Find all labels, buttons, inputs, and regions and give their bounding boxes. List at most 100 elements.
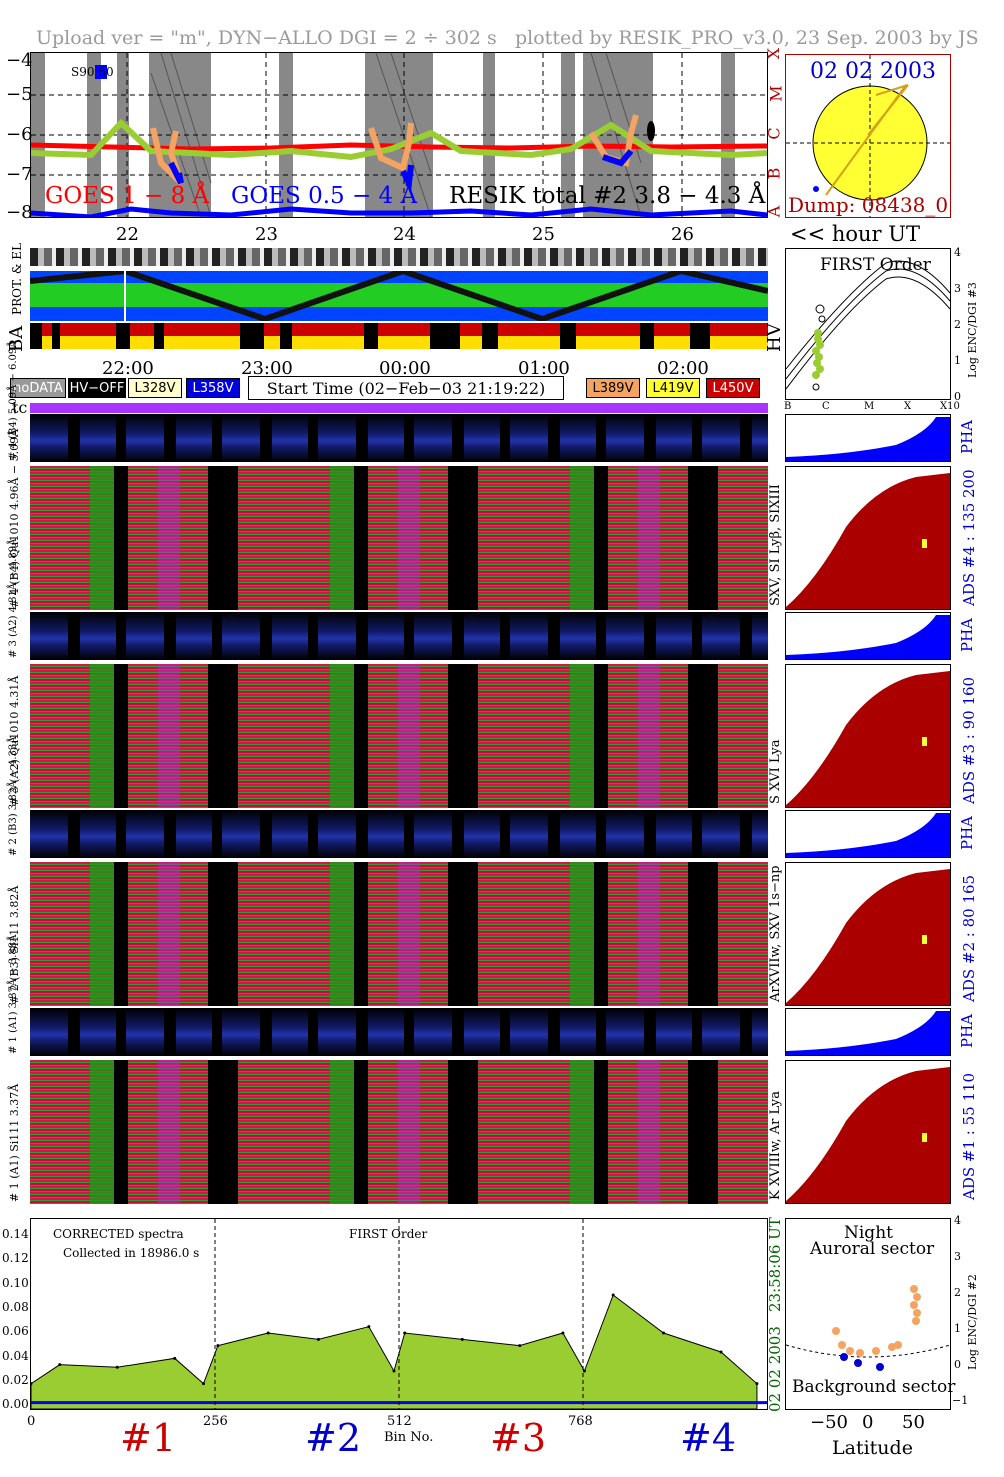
spectrum-det-4: #4 — [680, 1416, 737, 1460]
latitude-title-1: Night — [844, 1223, 893, 1243]
spectrum-point-2 — [115, 1365, 119, 1369]
det-map-green-2 — [30, 862, 768, 1006]
pha-gaps-2 — [30, 810, 768, 858]
pha-gaps-1 — [30, 612, 768, 660]
lines-label-2: ArXVIIw, SXV 1s−np — [768, 865, 783, 1002]
legend-l328: L328V — [128, 378, 182, 398]
hour-tick-4: 26 — [671, 224, 694, 245]
hv-strip — [30, 323, 768, 349]
spectrum-xtick-512: 512 — [387, 1414, 412, 1429]
sun-date: 02 02 2003 — [810, 59, 936, 84]
spectrum-xtick-0: 0 — [27, 1414, 36, 1429]
spectrum-point-5 — [216, 1344, 220, 1348]
first-order-xtick-b: B — [784, 401, 792, 412]
spectrum-date-label: 02 02 2003 — [766, 1326, 784, 1412]
spectrum-plot: CORRECTED spectra Collected in 18986.0 s… — [30, 1218, 768, 1410]
spectrum-ytick-1: 0.12 — [2, 1251, 29, 1266]
prot-label: PROT. & EL — [10, 242, 24, 315]
pha-side-1 — [785, 612, 951, 660]
spectrum-ytick-5: 0.04 — [2, 1348, 29, 1363]
spectrum-ytick-6: 0.02 — [2, 1372, 29, 1387]
pha-text-0: PHA — [958, 419, 976, 454]
spectrum-point-18 — [755, 1382, 759, 1386]
goes-ytick-4: −8 — [6, 202, 33, 223]
time-tick-2: 00:00 — [379, 358, 431, 379]
goes-ytick-2: −6 — [6, 124, 33, 145]
spectrum-point-9 — [392, 1369, 396, 1373]
sun-svg — [786, 55, 950, 217]
spectrum-point-10 — [403, 1331, 407, 1335]
first-order-plot: FIRST Order — [785, 248, 951, 400]
legend-l450: L450V — [706, 378, 760, 398]
class-letter-x: X — [764, 47, 784, 60]
header-right: plotted by RESIK_PRO_v3.0, 23 Sep. 2003 … — [515, 27, 979, 49]
class-letter-b: B — [764, 167, 784, 180]
first-order-ytick-0: 4 — [954, 246, 961, 259]
goes-legend-1-8: GOES 1 − 8 Å — [45, 183, 210, 209]
ads-label-2: ADS #2 : 80 165 — [960, 874, 978, 1002]
pha-side-0 — [785, 414, 951, 462]
spectrum-ytick-0: 0.14 — [2, 1227, 29, 1241]
time-tick-3: 01:00 — [518, 358, 570, 379]
legend-l358: L358V — [186, 378, 240, 398]
latitude-xtick-m50: −50 — [810, 1412, 848, 1433]
spectrum-point-0 — [31, 1382, 33, 1386]
goes-ytick-3: −7 — [6, 164, 33, 185]
latitude-ytick-0: 0 — [954, 1358, 961, 1371]
latitude-ytick-3: 3 — [954, 1250, 961, 1263]
pha-range-label-1: # 3 (A2) 4.31Å − 4.89Å — [8, 538, 19, 658]
latitude-bottom: Background sector — [792, 1377, 956, 1397]
latitude-ytick-2: 2 — [954, 1286, 961, 1299]
latitude-xtick-50: 50 — [902, 1412, 925, 1433]
latitude-svg — [786, 1285, 950, 1371]
lines-label-3: K XVIIIw, Ar Lya — [768, 1091, 783, 1200]
latitude-xlabel: Latitude — [832, 1437, 913, 1459]
first-order-ytick-4: 0 — [954, 390, 961, 403]
det-map-green-0 — [30, 466, 768, 610]
spectrum-svg — [31, 1219, 767, 1409]
ads-label-0: ADS #4 : 135 200 — [960, 469, 978, 606]
spectrum-area — [31, 1294, 758, 1409]
ads-side-1 — [785, 664, 951, 808]
hv-label: HV — [764, 323, 785, 352]
spectrum-det-2: #2 — [305, 1416, 362, 1460]
latitude-ytick-m1: −1 — [952, 1394, 969, 1407]
goes-plot-svg — [31, 53, 767, 217]
spectrum-point-15 — [611, 1293, 615, 1297]
legend-nodata: noDATA — [10, 378, 66, 398]
spectrum-point-11 — [460, 1337, 464, 1341]
det-map-green-3 — [30, 1060, 768, 1204]
spectrum-point-6 — [266, 1331, 270, 1335]
legend-l419: L419V — [646, 378, 700, 398]
lines-label-1: S XVI Lya — [768, 739, 783, 804]
spectrum-point-12 — [518, 1344, 522, 1348]
pha-text-1: PHA — [958, 617, 976, 652]
legend-start-time: Start Time (02−Feb−03 21:19:22) — [248, 376, 564, 400]
first-order-title: FIRST Order — [820, 255, 931, 275]
pha-gaps-3 — [30, 1008, 768, 1056]
hour-tick-2: 24 — [393, 224, 416, 245]
spectrum-point-7 — [317, 1337, 320, 1341]
pha-range-label-3: # 1 (A1) 3.37Å − 3.88Å — [8, 934, 19, 1054]
legend-l389: L389V — [586, 378, 640, 398]
class-letter-c: C — [764, 127, 784, 140]
spectrum-det-3: #3 — [490, 1416, 547, 1460]
spectrum-ytick-2: 0.10 — [2, 1275, 29, 1290]
latitude-plot: Night Auroral sector Background sector — [785, 1218, 955, 1410]
ads-label-1: ADS #3 : 90 160 — [960, 676, 978, 804]
spectrum-point-16 — [662, 1331, 665, 1335]
spectrum-note-3: FIRST Order — [349, 1227, 428, 1241]
ads-side-3 — [785, 1060, 951, 1204]
first-order-xtick-x: X — [904, 401, 912, 412]
spectrum-xlabel: Bin No. — [384, 1430, 434, 1445]
goes-plot: S90 50 GOES 1 − 8 Å GOES 0.5 − 4 Å RESIK… — [30, 52, 768, 218]
main-range-label-3: # 1 (A1) Si111 3.37Å — [8, 1083, 21, 1202]
goes-legend-resik: RESIK total #2 3.8 − 4.3 Å — [449, 183, 766, 209]
latitude-title-2: Auroral sector — [810, 1239, 935, 1259]
time-tick-0: 22:00 — [102, 358, 154, 379]
latitude-ylabel: Log ENC/DGI #2 — [966, 1274, 979, 1370]
spectrum-ytick-3: 0.08 — [2, 1299, 29, 1314]
first-order-svg — [786, 260, 950, 391]
first-order-xtick-c: C — [822, 401, 830, 412]
spectrum-point-3 — [173, 1356, 177, 1360]
